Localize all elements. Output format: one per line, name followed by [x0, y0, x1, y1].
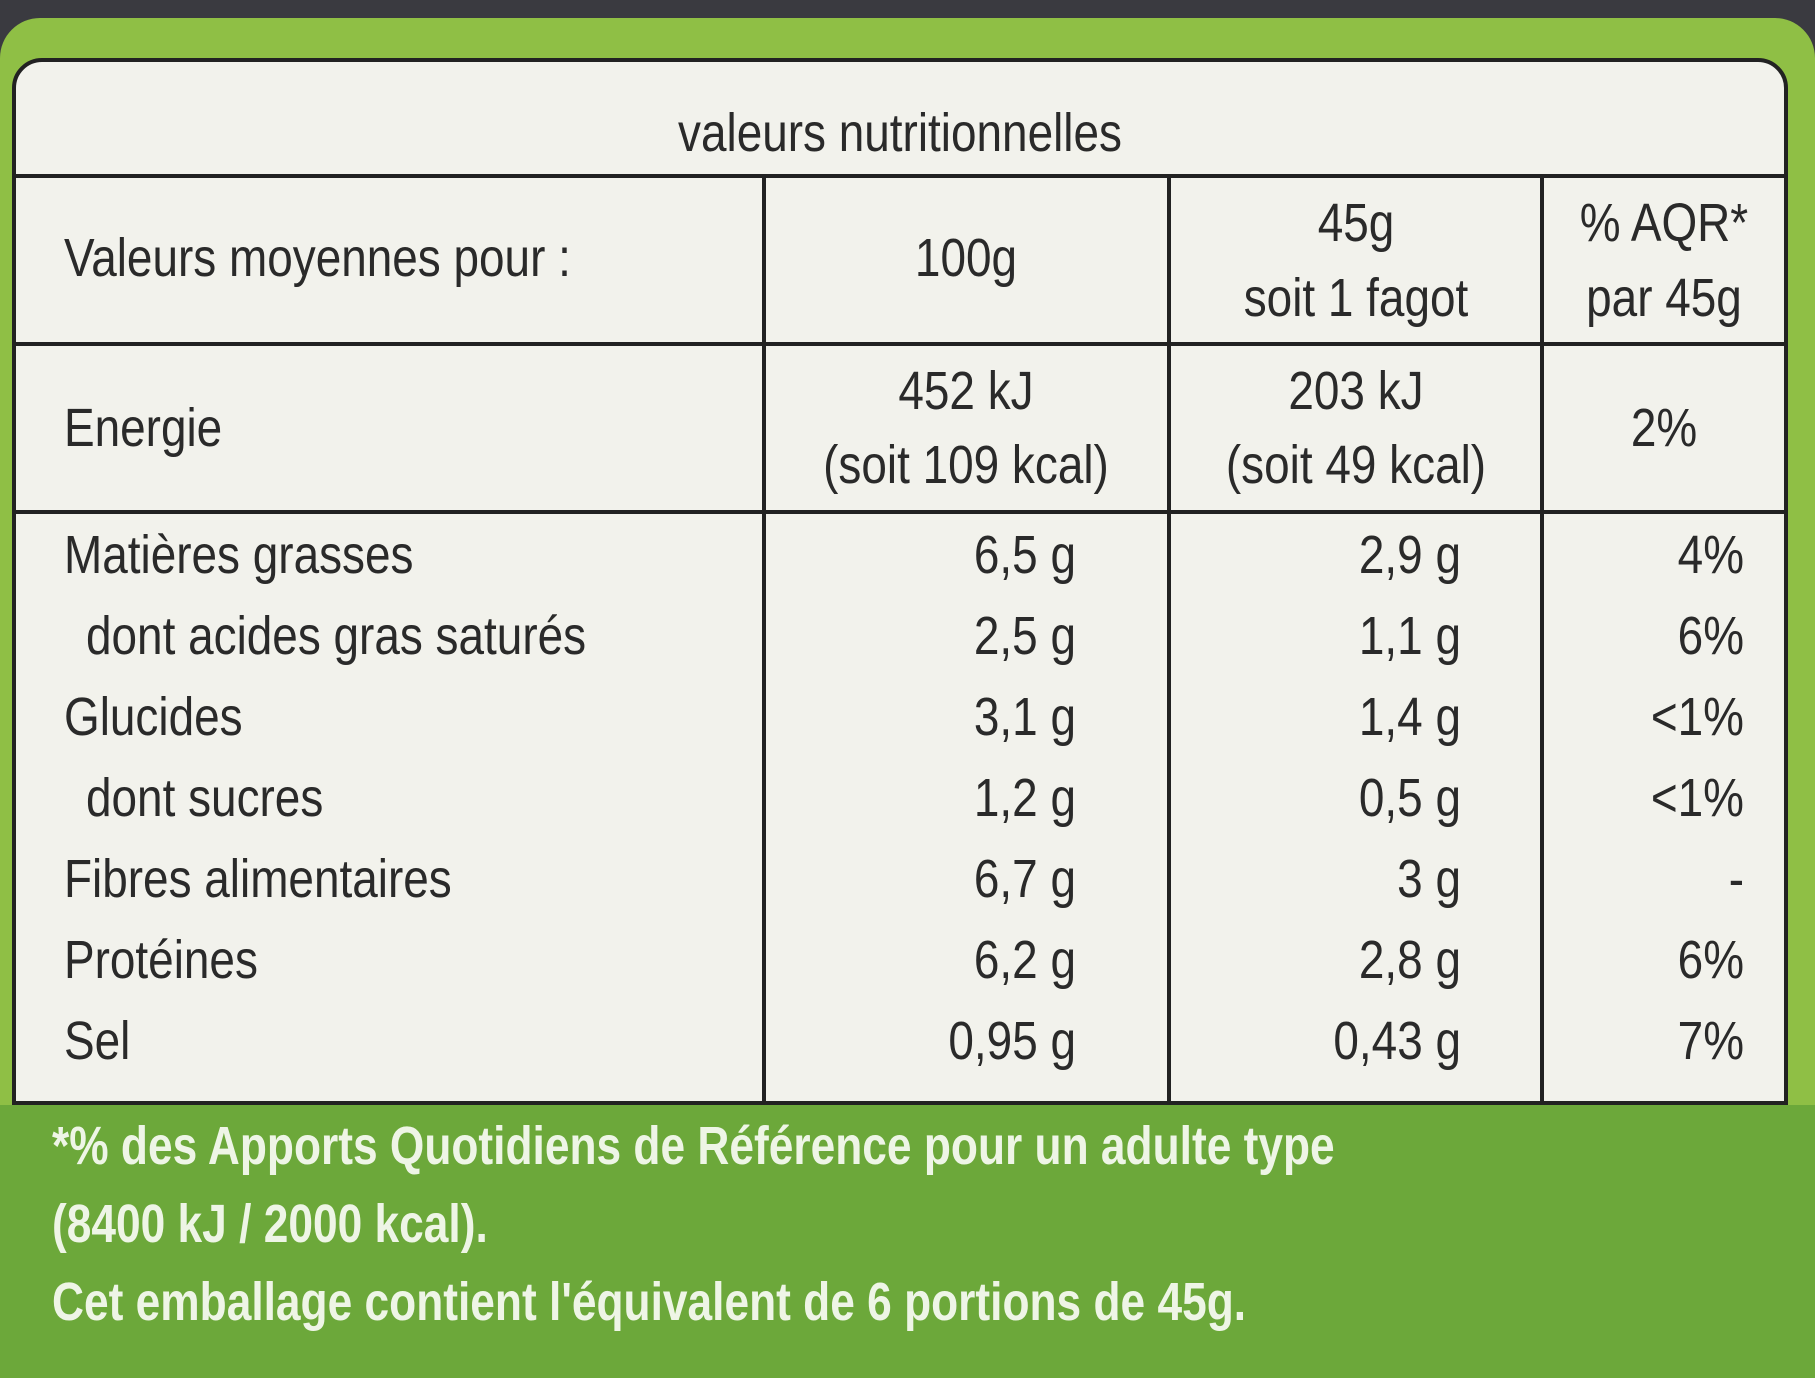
header-cell: soit 1 fagot	[1243, 268, 1469, 328]
nutrient-label: Sel	[64, 1011, 131, 1071]
header-cell: 100g	[914, 228, 1018, 288]
value-100g: 6,5 g	[973, 525, 1076, 585]
value-aqr: <1%	[1650, 687, 1744, 747]
nutrient-label: Fibres alimentaires	[64, 849, 452, 909]
value-100g: 6,7 g	[973, 849, 1076, 909]
energy-cell: 203 kJ	[1288, 361, 1424, 421]
value-45g: 1,4 g	[1358, 687, 1461, 747]
value-45g: 2,9 g	[1358, 525, 1461, 585]
footnote-line: *% des Apports Quotidiens de Référence p…	[52, 1116, 1335, 1176]
label: valeurs nutritionnelles Valeurs moyennes…	[0, 18, 1815, 1378]
footnote: *% des Apports Quotidiens de Référence p…	[0, 1105, 1815, 1378]
energy-cell: 2%	[1630, 398, 1698, 458]
energy-label: Energie	[64, 398, 223, 458]
header-label: Valeurs moyennes pour :	[64, 228, 571, 288]
value-45g: 0,5 g	[1358, 768, 1461, 828]
value-100g: 6,2 g	[973, 930, 1076, 990]
energy-cell: (soit 109 kcal)	[823, 435, 1109, 495]
value-45g: 3 g	[1397, 849, 1461, 909]
value-45g: 0,43 g	[1333, 1011, 1461, 1071]
rule	[1167, 174, 1171, 1105]
value-100g: 0,95 g	[948, 1011, 1076, 1071]
value-100g: 3,1 g	[973, 687, 1076, 747]
header-cell: 45g	[1317, 193, 1395, 253]
nutrient-label: Glucides	[64, 687, 243, 747]
rule	[16, 342, 1784, 346]
footnote-line: Cet emballage contient l'équivalent de 6…	[52, 1272, 1247, 1332]
nutrient-label: Protéines	[64, 930, 258, 990]
rule	[762, 174, 766, 1105]
energy-cell: (soit 49 kcal)	[1225, 435, 1487, 495]
title: valeurs nutritionnelles	[678, 103, 1122, 163]
value-aqr: 7%	[1677, 1011, 1744, 1071]
value-aqr: 6%	[1677, 930, 1744, 990]
header-cell: % AQR*	[1579, 193, 1749, 253]
energy-cell: 452 kJ	[898, 361, 1034, 421]
nutrient-label: dont sucres	[86, 768, 324, 828]
rule	[1540, 174, 1544, 1105]
value-aqr: -	[1728, 849, 1744, 909]
value-aqr: 4%	[1677, 525, 1744, 585]
value-100g: 2,5 g	[973, 606, 1076, 666]
nutrient-label: dont acides gras saturés	[86, 606, 587, 666]
value-45g: 1,1 g	[1358, 606, 1461, 666]
nutrient-label: Matières grasses	[64, 525, 414, 585]
header-cell: par 45g	[1586, 268, 1742, 328]
table-panel: valeurs nutritionnelles Valeurs moyennes…	[12, 58, 1788, 1105]
value-45g: 2,8 g	[1358, 930, 1461, 990]
footnote-line: (8400 kJ / 2000 kcal).	[52, 1194, 488, 1254]
value-100g: 1,2 g	[973, 768, 1076, 828]
rule	[16, 174, 1784, 178]
value-aqr: 6%	[1677, 606, 1744, 666]
rule	[16, 510, 1784, 514]
value-aqr: <1%	[1650, 768, 1744, 828]
